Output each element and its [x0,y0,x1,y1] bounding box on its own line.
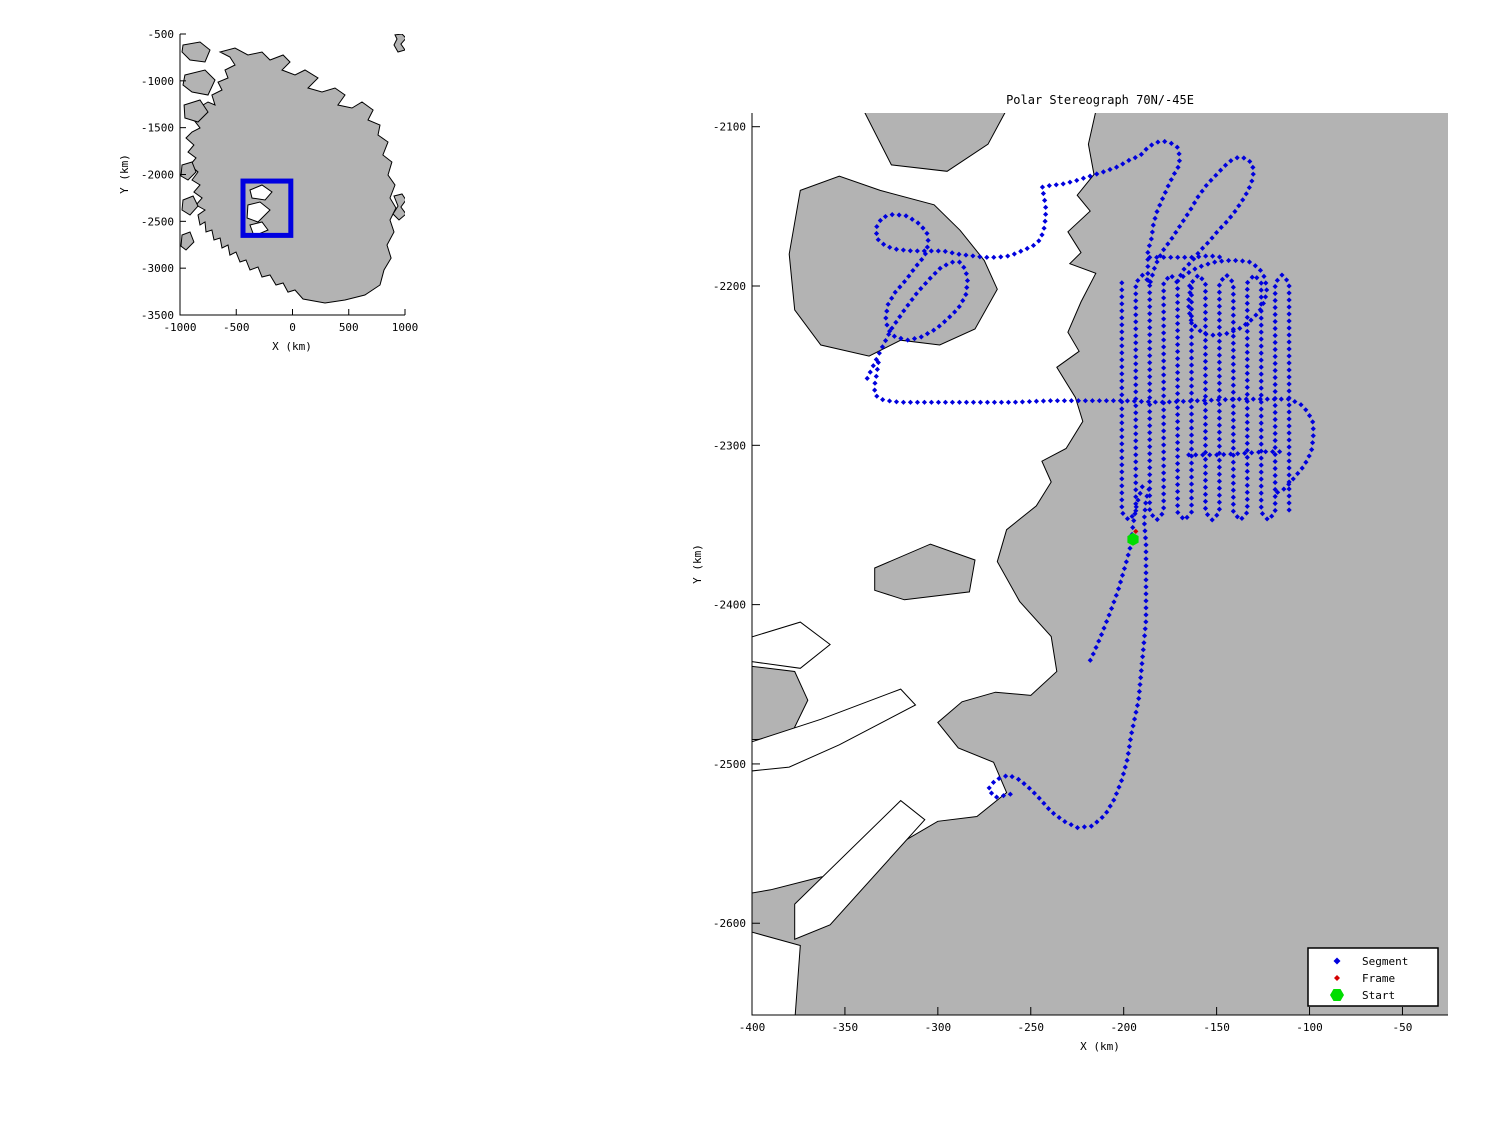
x-tick-label: -150 [1203,1021,1230,1034]
inset-xlabel: X (km) [272,340,312,353]
y-tick-label: -1000 [141,75,174,88]
coastline-landmass [752,113,1448,1015]
greenland-landmass [180,34,405,304]
y-tick-label: -2500 [713,758,746,771]
y-tick-label: -2600 [713,917,746,930]
segment-marker-icon [1333,957,1341,965]
x-tick-label: 1000 [392,321,419,334]
start-point-marker [1127,532,1139,546]
main-ylabel: Y (km) [691,544,704,584]
flight-path-segments [864,138,1316,831]
inset-axes: -500-1000-1500-2000-2500-3000-3500-1000-… [141,28,418,334]
coastal-inlet [246,201,271,223]
island-outline [180,231,195,251]
island-coast [788,175,998,357]
y-tick-label: -3500 [141,309,174,322]
main-axes: -2100 -2200 -2300 -2400 -2500 -2600 -400 -350 -3… [713,113,1448,1034]
y-tick-label: -2000 [141,169,174,182]
start-marker-icon [1330,989,1344,1001]
island-outline [182,69,216,96]
x-tick-label: -250 [1018,1021,1045,1034]
island-outline [181,195,199,216]
legend-label-segment: Segment [1362,955,1408,968]
greenland-outline [185,47,397,304]
main-xlabel: X (km) [1080,1040,1120,1053]
island-coast [874,543,976,601]
island-outline [183,99,209,123]
y-tick-label: -500 [148,28,175,41]
island-outline [181,41,211,63]
fjord-channel [752,621,831,669]
island-outline [393,34,405,53]
y-tick-label: -2300 [713,439,746,452]
fjord-channel [794,799,926,940]
coastal-inlet [249,184,273,201]
y-tick-label: -3000 [141,262,174,275]
x-tick-label: -350 [832,1021,859,1034]
inset-ylabel: Y (km) [118,154,131,194]
fjord-channel [752,931,801,1015]
island-outline [392,193,405,221]
x-tick-label: 500 [339,321,359,334]
north-peninsula [864,113,1006,172]
legend-label-frame: Frame [1362,972,1395,985]
x-tick-label: 0 [289,321,296,334]
x-tick-label: -50 [1393,1021,1413,1034]
x-tick-label: -1000 [163,321,196,334]
plot-title: Polar Stereograph 70N/-45E [1006,93,1194,107]
legend: Segment Frame Start [1307,947,1439,1007]
frame-marker-icon [1334,975,1340,981]
y-tick-label: -1500 [141,122,174,135]
main-map: -2100 -2200 -2300 -2400 -2500 -2600 -400 -350 -3… [691,93,1448,1053]
inset-map: -500-1000-1500-2000-2500-3000-3500-1000-… [118,28,418,353]
study-area-rectangle [240,178,294,238]
coastal-inlet [249,221,269,237]
legend-box [1307,947,1439,1007]
y-tick-label: -2400 [713,599,746,612]
fjord-channel [752,688,917,772]
y-tick-label: -2100 [713,121,746,134]
y-tick-label: -2200 [713,280,746,293]
x-tick-label: -100 [1296,1021,1323,1034]
y-tick-label: -2500 [141,215,174,228]
roi-rectangle [240,178,294,238]
x-tick-label: -200 [1110,1021,1137,1034]
island-coast [752,665,809,741]
x-tick-label: -500 [223,321,250,334]
x-tick-label: -400 [739,1021,766,1034]
legend-label-start: Start [1362,989,1395,1002]
x-tick-label: -300 [925,1021,952,1034]
